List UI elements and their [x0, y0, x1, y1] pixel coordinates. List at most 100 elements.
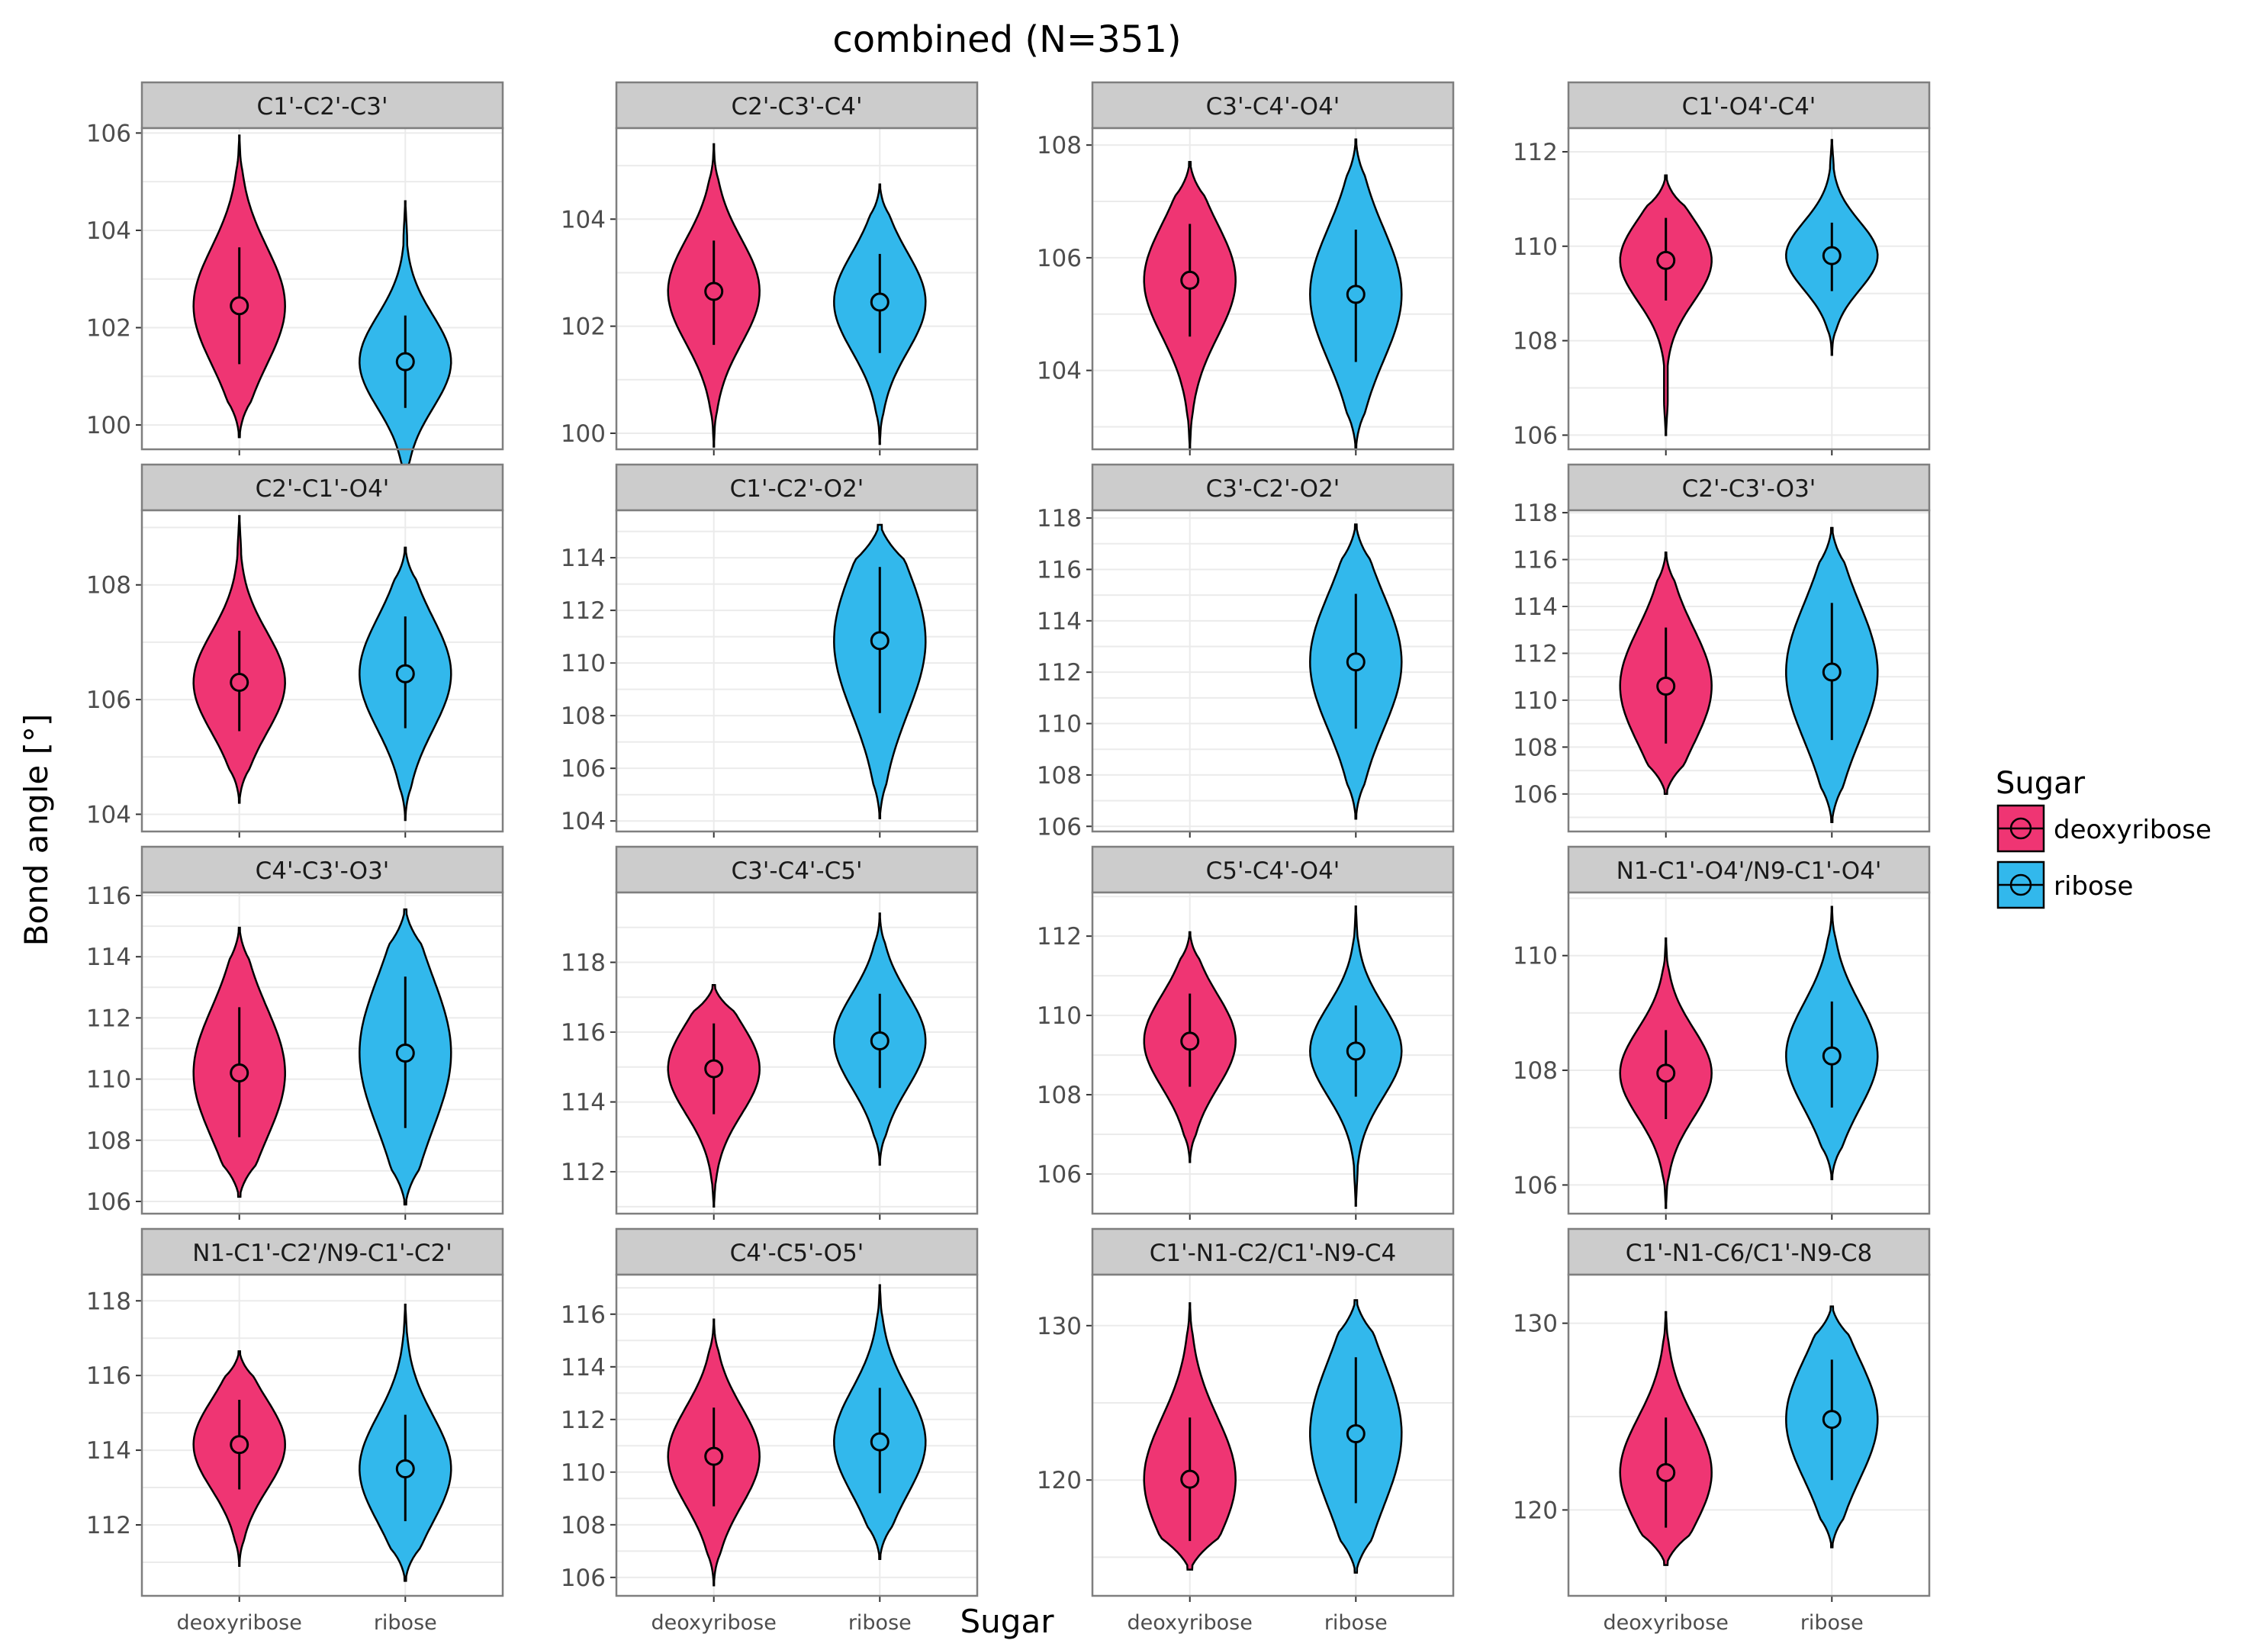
- x-tick-label-ribose: ribose: [374, 1611, 437, 1635]
- panel-c2-c3-c4: C2'-C3'-C4'100102104deoxyriboseribose: [561, 81, 979, 488]
- panel-border: [1567, 891, 1931, 1215]
- mean-marker-deoxyribose: [1656, 250, 1676, 270]
- y-tick-label: 116: [1037, 556, 1082, 584]
- y-tick-label: 114: [1513, 593, 1558, 621]
- violin-ribose: [1785, 905, 1879, 1181]
- x-tick-label-deoxyribose: deoxyribose: [177, 1611, 302, 1635]
- panel-c1-c2-o2: C1'-C2'-O2'104106108110112114deoxyribose…: [561, 463, 979, 870]
- mean-marker-ribose: [1822, 246, 1842, 265]
- panel-n1-c1-c2-n9-c1-c2: N1-C1'-C2'/N9-C1'-C2' 112 114 116 118 deoxyri…: [86, 1227, 504, 1635]
- y-tick-label: 112: [1513, 640, 1558, 667]
- y-tick-label: 110: [1513, 233, 1558, 261]
- mean-marker-ribose: [870, 631, 890, 651]
- mean-marker-ribose: [870, 1031, 890, 1050]
- x-tick-label-deoxyribose: deoxyribose: [1128, 1611, 1253, 1635]
- violin-deoxyribose: [192, 926, 286, 1198]
- violin-ribose: [1785, 526, 1879, 823]
- y-tick-label: 130: [1513, 1311, 1558, 1338]
- violin-ribose: [833, 183, 927, 445]
- panel-border: [140, 1273, 504, 1597]
- y-tick-label: 100: [86, 412, 131, 439]
- panel-strip: [1091, 463, 1455, 512]
- y-tick-label: 108: [1513, 328, 1558, 355]
- y-tick-label: 112: [1037, 659, 1082, 687]
- y-tick-label: 108: [1513, 734, 1558, 761]
- panel-strip: [615, 463, 979, 512]
- panel-border: [1567, 1273, 1931, 1597]
- panel-border: [615, 1273, 979, 1597]
- y-tick-label: 106: [1037, 1161, 1082, 1188]
- violin-ribose: [359, 908, 452, 1206]
- y-tick-label: 116: [86, 1362, 131, 1390]
- panel-strip: [140, 81, 504, 130]
- y-tick-label: 116: [561, 1019, 606, 1047]
- x-tick-label-ribose: ribose: [1324, 1611, 1388, 1635]
- panel-title: C4'-C3'-O3': [256, 857, 390, 885]
- y-tick-label: 104: [86, 217, 131, 245]
- violin-ribose: [359, 546, 452, 822]
- y-tick-label: 106: [86, 687, 131, 714]
- panel-c4-c3-o3: C4'-C3'-O3'106108110112114116deoxyribose…: [86, 845, 504, 1253]
- y-tick-label: 110: [1513, 687, 1558, 715]
- panel-c2-c3-o3: C2'-C3'-O3'106108110112114116118deoxyrib…: [1513, 463, 1931, 870]
- legend-label-deoxyribose: deoxyribose: [2054, 815, 2212, 845]
- panel-c3-c4-o4: C3'-C4'-O4'104106108deoxyriboseribose: [1037, 81, 1455, 488]
- legend-item-ribose: ribose: [1996, 860, 2133, 909]
- panel-border: [1091, 127, 1455, 451]
- y-tick-label: 114: [86, 1437, 131, 1465]
- mean-marker-deoxyribose: [230, 673, 249, 693]
- mean-marker-deoxyribose: [230, 296, 249, 316]
- violin-deoxyribose: [667, 984, 761, 1208]
- mean-marker-ribose: [870, 292, 890, 312]
- panel-title: C1'-O4'-C4': [1682, 93, 1816, 121]
- panel-title: C2'-C3'-O3': [1682, 475, 1816, 503]
- panel-border: [140, 891, 504, 1215]
- y-tick-label: 110: [561, 1459, 606, 1487]
- panel-strip: [615, 81, 979, 130]
- violin-deoxyribose: [1143, 161, 1237, 451]
- y-tick-label: 112: [1037, 923, 1082, 950]
- y-tick-label: 112: [86, 1512, 131, 1539]
- y-tick-label: 110: [86, 1066, 131, 1094]
- panel-border: [1091, 509, 1455, 833]
- violin-ribose: [833, 523, 927, 819]
- y-tick-label: 112: [1513, 139, 1558, 166]
- x-tick-label-deoxyribose: deoxyribose: [1604, 1611, 1729, 1635]
- mean-marker-ribose: [1346, 285, 1366, 304]
- y-tick-label: 110: [1037, 1002, 1082, 1030]
- panel-border: [1567, 509, 1931, 833]
- mean-marker-ribose: [395, 352, 415, 371]
- violin-ribose: [1309, 1299, 1403, 1574]
- x-axis-label: Sugar: [960, 1603, 1055, 1640]
- panel-title: C3'-C4'-O4': [1206, 93, 1340, 121]
- panel-title: C5'-C4'-O4': [1206, 857, 1340, 885]
- y-tick-label: 114: [561, 1354, 606, 1381]
- y-tick-label: 130: [1037, 1313, 1082, 1340]
- y-tick-label: 108: [1037, 1082, 1082, 1109]
- panel-c4-c5-o5: C4'-C5'-O5' 106 108 110 112 114 116 deoxyribose…: [561, 1227, 979, 1635]
- mean-marker-deoxyribose: [704, 1059, 724, 1079]
- y-tick-label: 110: [561, 650, 606, 677]
- panel-strip: [1567, 81, 1931, 130]
- mean-marker-deoxyribose: [230, 1435, 249, 1455]
- mean-marker-deoxyribose: [1656, 676, 1676, 696]
- panel-strip: [1567, 463, 1931, 512]
- panel-c1-o4-c4: C1'-O4'-C4'106108110112deoxyriboseribose: [1513, 81, 1931, 488]
- violin-deoxyribose: [1619, 1311, 1713, 1566]
- y-tick-label: 100: [561, 420, 606, 448]
- mean-marker-ribose: [1346, 652, 1366, 672]
- x-tick-label-ribose: ribose: [1800, 1611, 1864, 1635]
- panel-title: C1'-C2'-O2': [730, 475, 864, 503]
- violin-deoxyribose: [1143, 931, 1237, 1163]
- panel-title: C4'-C5'-O5': [730, 1240, 864, 1267]
- y-tick-label: 120: [1513, 1497, 1558, 1524]
- panel-title: C1'-N1-C2/C1'-N9-C4: [1150, 1240, 1397, 1267]
- violin-ribose: [1309, 138, 1403, 451]
- y-tick-label: 106: [1513, 1172, 1558, 1199]
- violin-ribose: [359, 200, 452, 497]
- panel-border: [615, 891, 979, 1215]
- panel-background: [616, 510, 977, 831]
- y-tick-label: 116: [1513, 547, 1558, 574]
